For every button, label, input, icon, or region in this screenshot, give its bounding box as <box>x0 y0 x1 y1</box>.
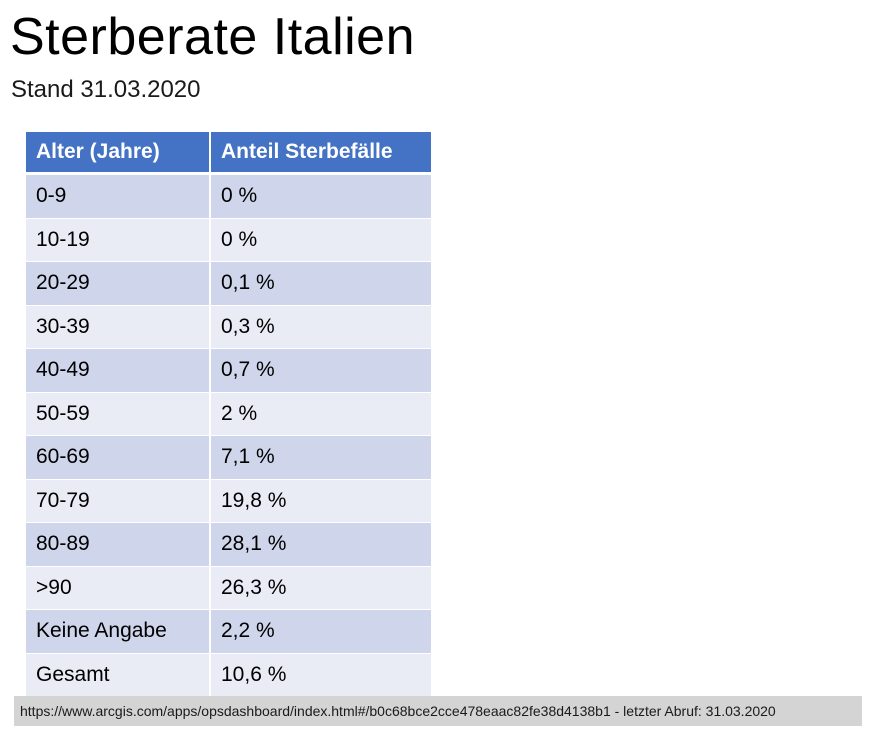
table-row: 60-69 7,1 % <box>26 435 431 480</box>
table-row: >90 26,3 % <box>26 566 431 610</box>
share-cell: 2,2 % <box>210 609 431 654</box>
share-cell: 0,7 % <box>210 348 431 393</box>
table-header-row: Alter (Jahre) Anteil Sterbefälle <box>26 132 431 175</box>
age-cell: 70-79 <box>26 479 211 523</box>
source-citation: https://www.arcgis.com/apps/opsdashboard… <box>14 696 862 726</box>
share-cell: 0 % <box>210 173 431 219</box>
page-subtitle: Stand 31.03.2020 <box>11 76 201 103</box>
age-cell: >90 <box>26 566 211 610</box>
table-row: Keine Angabe 2,2 % <box>26 609 431 654</box>
share-cell: 0,1 % <box>210 261 431 306</box>
age-cell: 0-9 <box>26 173 211 219</box>
table-row: 0-9 0 % <box>26 173 431 219</box>
table-row: 70-79 19,8 % <box>26 479 431 523</box>
share-cell: 2 % <box>210 392 431 436</box>
share-cell: 7,1 % <box>210 435 431 480</box>
age-cell: Gesamt <box>26 653 211 697</box>
age-cell: Keine Angabe <box>26 609 211 654</box>
share-cell: 26,3 % <box>210 566 431 610</box>
age-cell: 40-49 <box>26 348 211 393</box>
age-cell: 10-19 <box>26 218 211 262</box>
table-row: 20-29 0,1 % <box>26 261 431 306</box>
age-cell: 20-29 <box>26 261 211 306</box>
column-header-share: Anteil Sterbefälle <box>210 132 431 175</box>
table-row: 10-19 0 % <box>26 218 431 262</box>
table-row-total: Gesamt 10,6 % <box>26 653 431 697</box>
share-cell: 0 % <box>210 218 431 262</box>
table-row: 30-39 0,3 % <box>26 305 431 349</box>
share-cell: 10,6 % <box>210 653 431 697</box>
age-cell: 60-69 <box>26 435 211 480</box>
mortality-table: Alter (Jahre) Anteil Sterbefälle 0-9 0 %… <box>26 132 431 697</box>
table-row: 80-89 28,1 % <box>26 522 431 567</box>
age-cell: 50-59 <box>26 392 211 436</box>
page-title: Sterberate Italien <box>10 8 416 66</box>
age-cell: 30-39 <box>26 305 211 349</box>
table-row: 50-59 2 % <box>26 392 431 436</box>
share-cell: 28,1 % <box>210 522 431 567</box>
share-cell: 19,8 % <box>210 479 431 523</box>
table-row: 40-49 0,7 % <box>26 348 431 393</box>
column-header-age: Alter (Jahre) <box>26 132 211 175</box>
age-cell: 80-89 <box>26 522 211 567</box>
share-cell: 0,3 % <box>210 305 431 349</box>
